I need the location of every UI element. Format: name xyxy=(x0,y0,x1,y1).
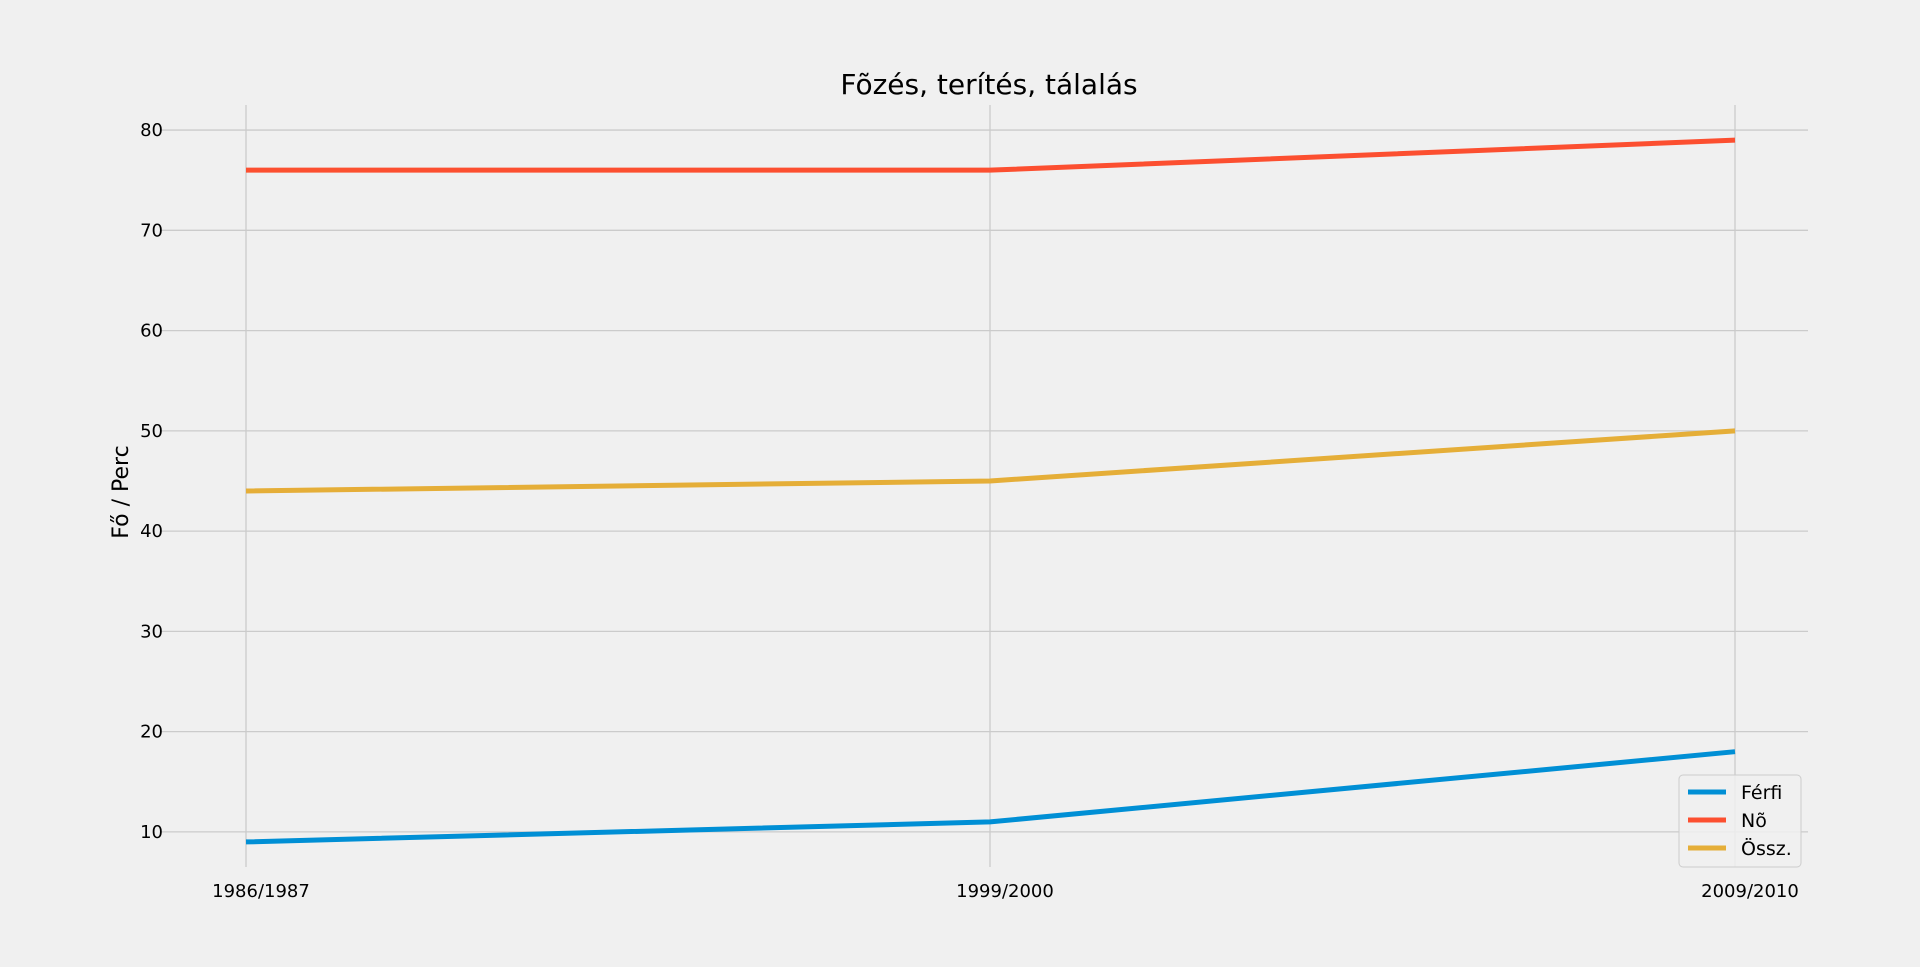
chart-title: Fõzés, terítés, tálalás xyxy=(840,68,1137,101)
series-line xyxy=(245,428,1736,494)
legend-label: Férfi xyxy=(1741,782,1782,804)
x-tick-label: 1986/1987 xyxy=(212,881,310,902)
legend-box xyxy=(1678,774,1802,868)
y-tick-label: 60 xyxy=(140,321,163,342)
y-tick-label: 80 xyxy=(140,120,163,141)
x-tick-label: 1999/2000 xyxy=(956,881,1054,902)
y-tick-label: 50 xyxy=(140,421,163,442)
y-tick-label: 40 xyxy=(140,521,163,542)
y-tick-label: 10 xyxy=(140,822,163,843)
legend-label: Össz. xyxy=(1741,837,1792,860)
series-line xyxy=(245,749,1736,845)
grid xyxy=(160,105,1808,867)
y-tick-label: 30 xyxy=(140,621,163,642)
legend-label: Nõ xyxy=(1741,810,1767,832)
y-tick-label: 70 xyxy=(140,220,163,241)
series-line xyxy=(246,137,1736,173)
y-tick-label: 20 xyxy=(140,722,163,743)
y-axis-label: Fő / Perc xyxy=(109,445,134,538)
legend: Férfi Nõ Össz. xyxy=(1678,774,1802,868)
x-tick-label: 2009/2010 xyxy=(1701,881,1799,902)
y-axis-ticks: 10 20 30 40 50 60 70 80 xyxy=(140,120,163,843)
x-axis-ticks: 1986/1987 1999/2000 2009/2010 xyxy=(212,881,1799,902)
series-lines xyxy=(245,137,1736,845)
